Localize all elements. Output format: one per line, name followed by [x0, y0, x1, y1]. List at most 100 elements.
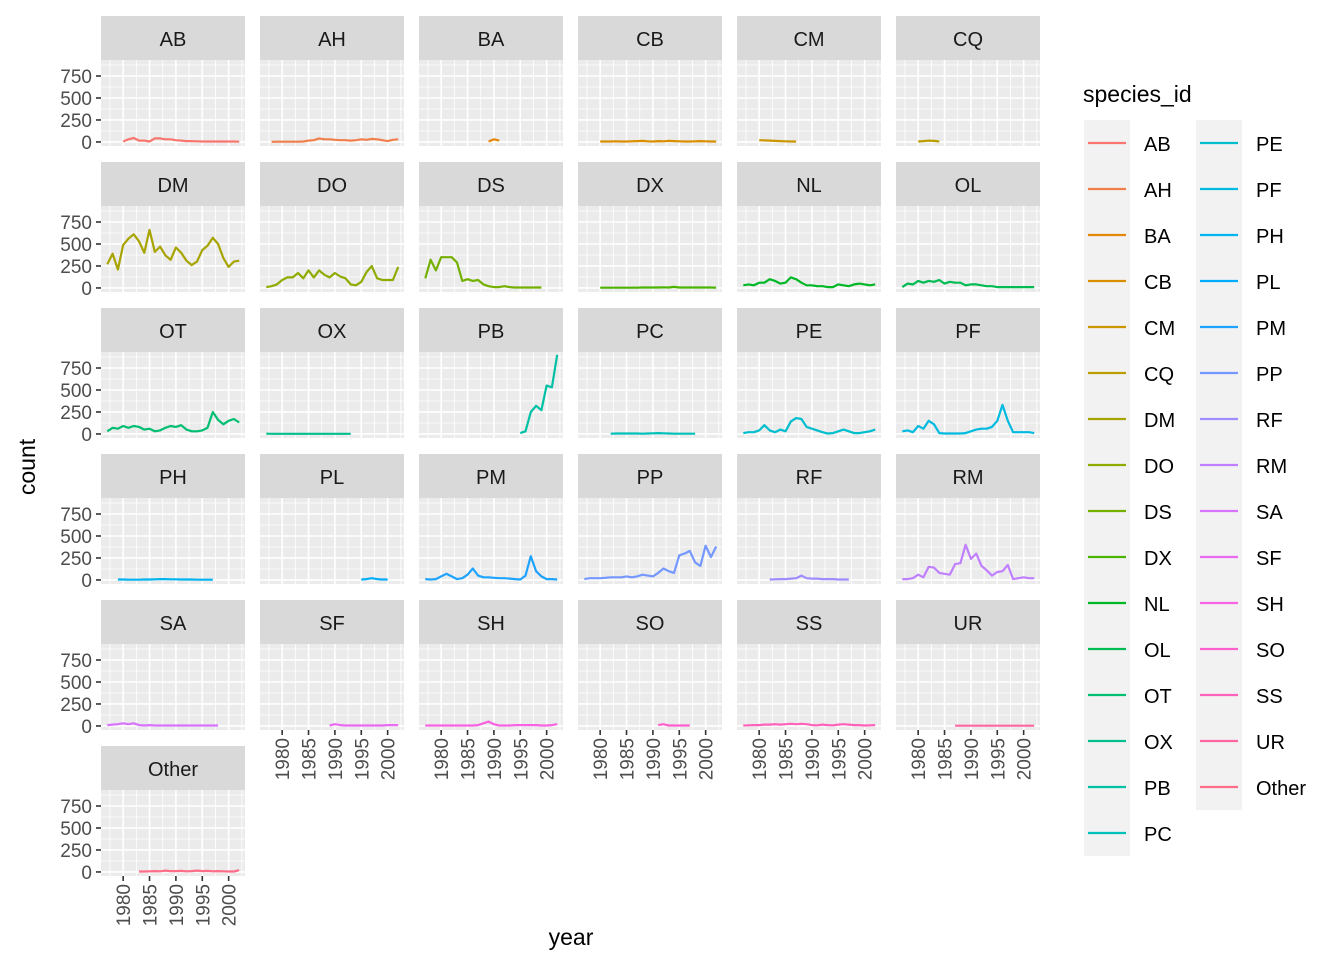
panel-background	[578, 60, 722, 146]
series-line-CM	[759, 139, 797, 143]
legend-item-CM: CM	[1088, 318, 1175, 340]
y-tick-label: 250	[60, 111, 92, 132]
panel-background	[896, 206, 1040, 292]
legend-label: PP	[1256, 364, 1283, 386]
facet-strip	[419, 600, 563, 644]
x-tick-label: 1980	[591, 738, 612, 780]
x-tick-label: 2000	[220, 884, 241, 926]
legend-item-SH: SH	[1200, 594, 1284, 616]
legend-label: PE	[1256, 134, 1283, 156]
y-tick-label: 250	[60, 549, 92, 570]
legend-item-PH: PH	[1200, 226, 1284, 248]
facet-strip-label: PM	[476, 467, 506, 489]
legend-item-SO: SO	[1200, 640, 1285, 662]
facet-strip-label: SF	[319, 613, 345, 635]
facet-panel-DO: DO	[260, 162, 404, 292]
x-tick-label: 1985	[936, 738, 957, 780]
legend-item-RF: RF	[1200, 410, 1283, 432]
x-tick-label: 1990	[485, 738, 506, 780]
facet-strip	[101, 746, 245, 790]
legend-label: PB	[1144, 778, 1171, 800]
panel-background	[578, 644, 722, 730]
facet-strip-label: OX	[318, 321, 347, 343]
series-line-DX	[600, 285, 717, 289]
facet-strip	[737, 162, 881, 206]
legend-item-SF: SF	[1200, 548, 1282, 570]
facet-strip-label: PC	[636, 321, 664, 343]
legend-item-AH: AH	[1088, 180, 1172, 202]
legend-item-PC: PC	[1088, 824, 1172, 846]
facet-strip	[101, 600, 245, 644]
facet-strip	[419, 454, 563, 498]
facet-strip-label: PH	[159, 467, 187, 489]
series-line-OT	[106, 410, 240, 433]
facet-strip-label: DM	[157, 175, 188, 197]
legend-label: PF	[1256, 180, 1282, 202]
x-tick-label: 2000	[379, 738, 400, 780]
x-tick-label: 1995	[988, 738, 1009, 780]
facet-strip	[101, 454, 245, 498]
panel-background	[737, 644, 881, 730]
facet-panel-DS: DS	[419, 162, 563, 292]
facet-panel-AH: AH	[260, 16, 404, 146]
facet-strip-label: PE	[796, 321, 823, 343]
panel-background	[896, 498, 1040, 584]
series-line-NL	[743, 276, 876, 289]
panel-background	[101, 644, 245, 730]
facet-panel-PM: PM	[419, 454, 563, 584]
legend-label: DS	[1144, 502, 1172, 524]
panel-background	[260, 644, 404, 730]
legend-label: OX	[1144, 732, 1173, 754]
y-tick-label: 750	[60, 797, 92, 818]
y-tick-label: 0	[81, 425, 92, 446]
facet-panel-BA: BA	[419, 16, 563, 146]
y-tick-label: 0	[81, 571, 92, 592]
legend-item-NL: NL	[1088, 594, 1170, 616]
facet-strip-label: DO	[317, 175, 347, 197]
panel-background	[260, 60, 404, 146]
y-tick-label: 0	[81, 279, 92, 300]
x-tick-label: 1995	[352, 738, 373, 780]
legend-item-PP: PP	[1200, 364, 1283, 386]
facet-strip	[896, 16, 1040, 60]
panel-background	[737, 60, 881, 146]
legend-item-SA: SA	[1200, 502, 1283, 524]
legend-item-BA: BA	[1088, 226, 1171, 248]
facet-strip	[419, 162, 563, 206]
y-tick-label: 500	[60, 819, 92, 840]
x-tick-label: 1990	[167, 884, 188, 926]
facet-strip	[260, 162, 404, 206]
legend-label: DO	[1144, 456, 1174, 478]
x-tick-label: 1985	[141, 884, 162, 926]
legend-label: BA	[1144, 226, 1171, 248]
y-tick-label: 750	[60, 651, 92, 672]
facet-strip	[101, 308, 245, 352]
series-line-CQ	[918, 139, 940, 143]
x-tick-label: 1990	[326, 738, 347, 780]
facet-strip-label: OL	[955, 175, 982, 197]
panel-background	[896, 352, 1040, 438]
facet-strip-label: UR	[954, 613, 983, 635]
facet-strip-label: CQ	[953, 29, 983, 51]
facet-strip-label: AH	[318, 29, 346, 51]
legend-item-PF: PF	[1200, 180, 1282, 202]
facet-panel-CQ: CQ	[896, 16, 1040, 146]
x-tick-label: 1980	[750, 738, 771, 780]
facet-strip-label: PF	[955, 321, 981, 343]
series-line-DO	[266, 264, 400, 289]
legend-item-DO: DO	[1088, 456, 1174, 478]
y-tick-label: 750	[60, 359, 92, 380]
facet-strip	[101, 162, 245, 206]
facet-panel-CM: CM	[737, 16, 881, 146]
legend-title: species_id	[1083, 81, 1192, 107]
panel-background	[896, 644, 1040, 730]
y-tick-label: 250	[60, 403, 92, 424]
x-axis-title: year	[549, 924, 594, 950]
series-line-SS	[743, 722, 876, 727]
x-tick-label: 1990	[962, 738, 983, 780]
